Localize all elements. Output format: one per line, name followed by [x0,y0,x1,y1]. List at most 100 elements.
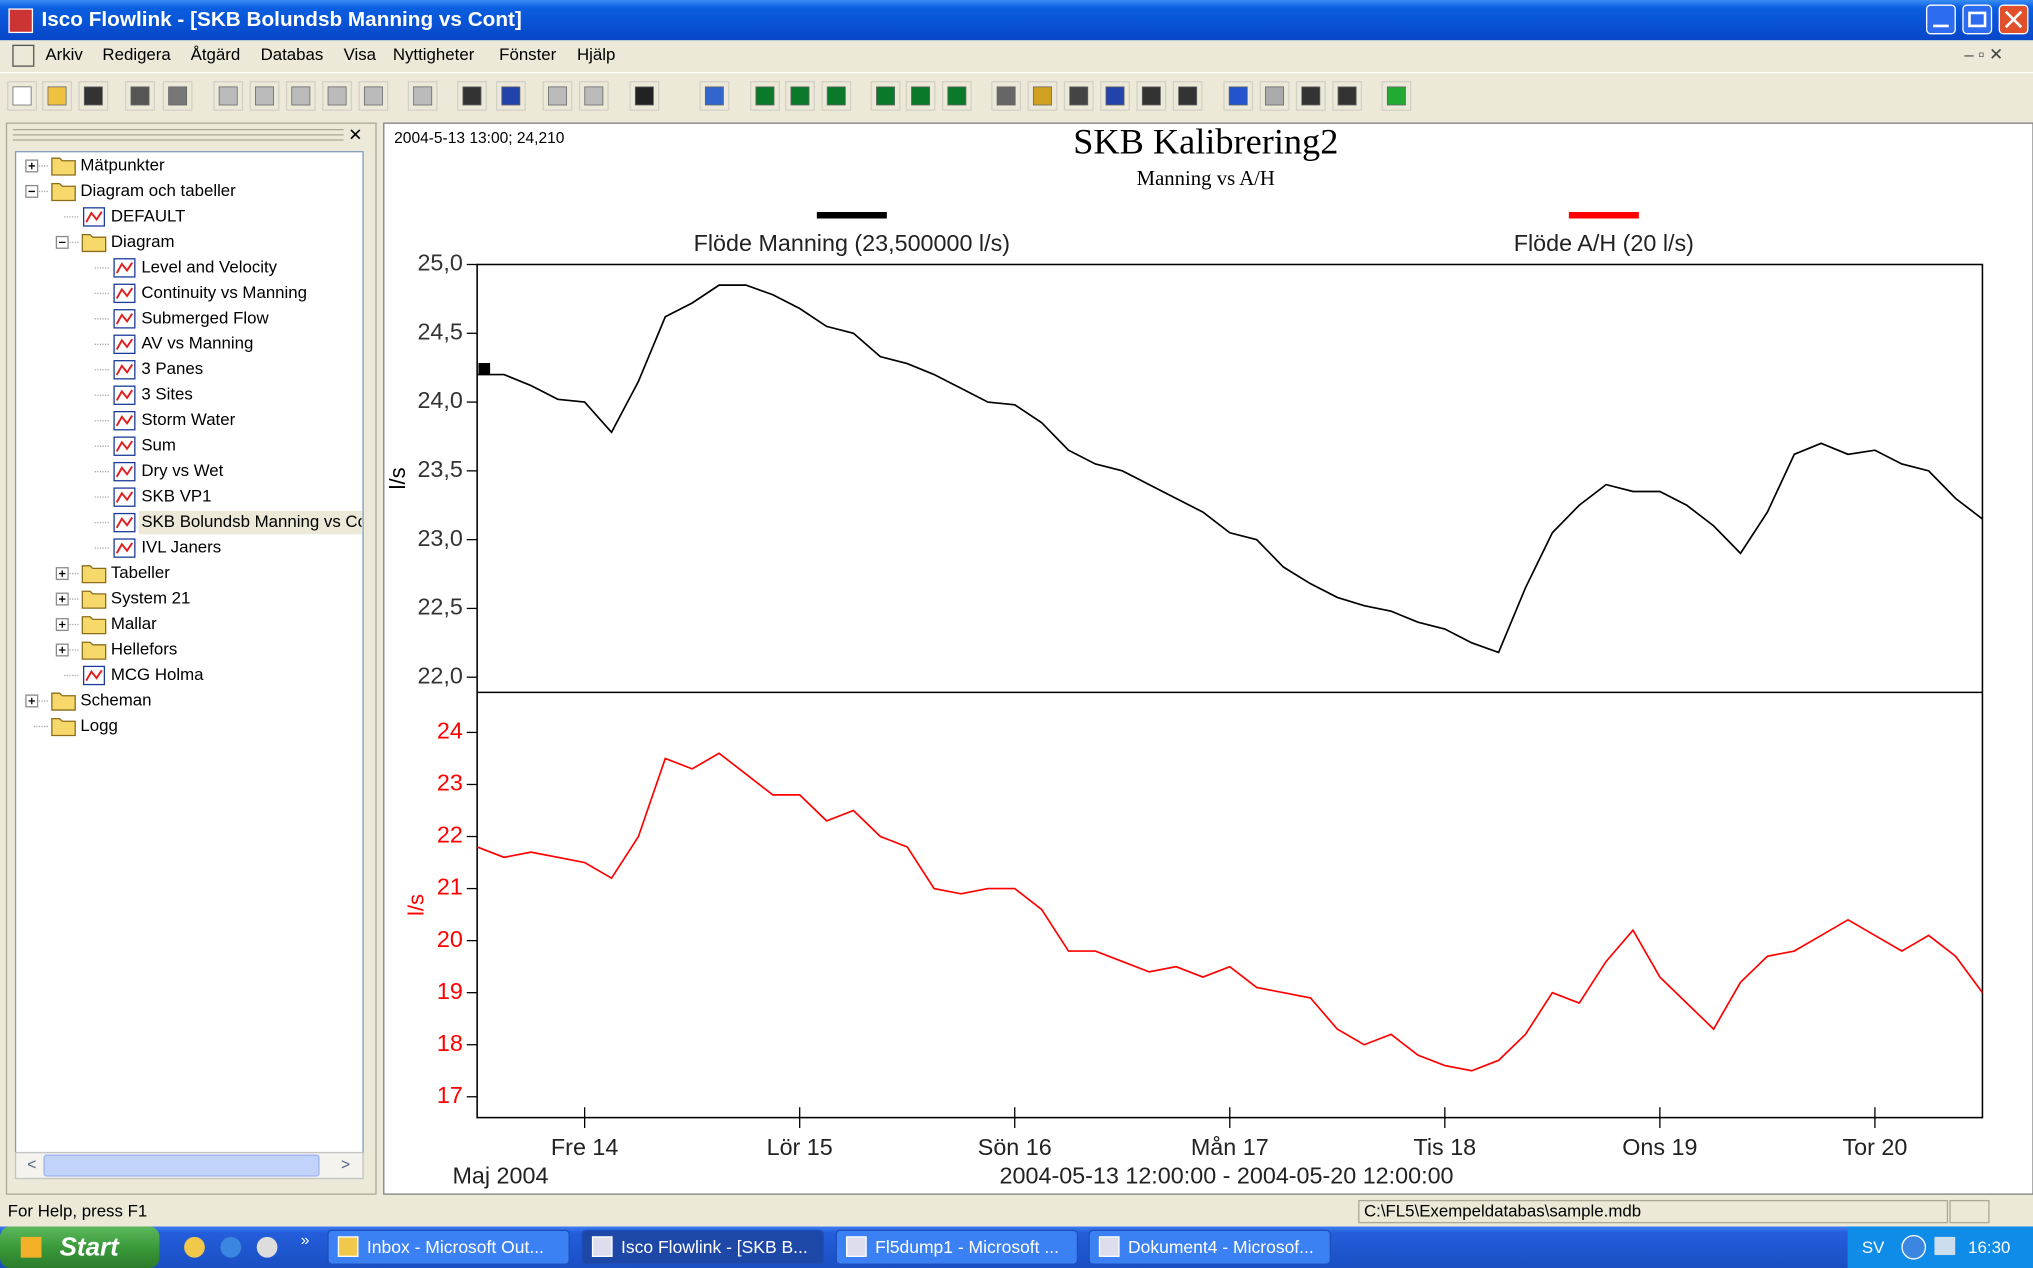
tree-item[interactable]: SKB Bolundsb Manning vs Cont [141,512,381,531]
tree-item[interactable]: System 21 [111,589,191,608]
tree-item[interactable]: MCG Holma [111,665,204,684]
tree-item[interactable]: Scheman [80,690,151,709]
chart-icon-line [115,262,134,274]
toolbar-button[interactable] [629,81,660,111]
chart-header: 2004-5-13 13:00; 24,210 [394,130,565,147]
toolbar-button[interactable] [821,81,852,111]
toolbar [7,81,1412,111]
toolbar-icon [363,86,383,106]
tree-item[interactable]: SKB VP1 [141,487,211,506]
toolbar-icon [911,86,931,106]
tree-item[interactable]: Diagram [111,232,175,251]
task-button[interactable] [1088,1229,1331,1265]
tree-item[interactable]: Level and Velocity [141,257,277,276]
quick-launch-more[interactable]: » [301,1232,310,1249]
window-title: Isco Flowlink - [SKB Bolundsb Manning vs… [41,8,521,31]
status-pane [1949,1199,1990,1224]
y-tick-label: 24,0 [417,387,462,413]
tree-item[interactable]: Continuity vs Manning [141,283,307,302]
restore-button[interactable] [1962,4,1993,35]
y-tick-label: 22 [437,822,463,848]
toolbar-button[interactable] [285,81,316,111]
x-tick-label: Fre 14 [551,1134,618,1160]
toolbar-button[interactable] [42,81,72,111]
menu-item[interactable]: Åtgärd [191,45,241,64]
chart-icon-line [115,338,134,350]
minimize-button[interactable] [1926,4,1956,35]
panel-close[interactable]: ✕ [348,126,362,145]
toolbar-icon [130,86,150,106]
x-tick-label: Tor 20 [1842,1134,1907,1160]
tree-item[interactable]: 3 Sites [141,385,193,404]
quick-launch[interactable] [220,1236,242,1258]
menu-item[interactable]: Databas [261,45,324,64]
tree-item[interactable]: DEFAULT [111,206,186,225]
toolbar-button[interactable] [1063,81,1094,111]
quick-launch[interactable] [256,1236,278,1258]
x-tick-label: Ons 19 [1622,1134,1697,1160]
tree-item[interactable]: Mallar [111,614,157,633]
tree-item[interactable]: Diagram och tabeller [80,181,236,200]
task-label: Dokument4 - Microsof... [1128,1237,1314,1257]
x-tick-label: Sön 16 [978,1134,1052,1160]
scroll-right[interactable]: > [341,1157,350,1174]
folder-icon [81,616,107,635]
tree-item[interactable]: Dry vs Wet [141,461,223,480]
language: SV [1862,1238,1885,1257]
expander-glyph [58,570,66,577]
chart-icon-line [115,465,134,478]
toolbar-button[interactable] [1136,81,1167,111]
toolbar-button[interactable] [785,81,815,111]
toolbar-button[interactable] [991,81,1022,111]
tree-item[interactable]: Sum [141,436,176,455]
status-bar [0,1197,2033,1226]
task-icon [591,1236,613,1257]
task-icon [846,1236,867,1257]
menu-item[interactable]: Redigera [102,45,171,64]
legend-label: Flöde A/H (20 l/s) [1514,230,1694,256]
toolbar-button[interactable] [1332,81,1363,111]
menu-item[interactable]: Hjälp [577,45,615,64]
tree-item[interactable]: Tabeller [111,563,170,582]
tray-expand[interactable] [1901,1234,1927,1260]
y-tick-label: 24,5 [417,318,462,344]
tree-item[interactable]: Mätpunkter [80,155,165,174]
x-range: 2004-05-13 12:00:00 - 2004-05-20 12:00:0… [1000,1162,1454,1188]
tree-item[interactable]: IVL Janers [141,538,221,557]
tree-item[interactable]: AV vs Manning [141,334,253,353]
tree-item[interactable]: Logg [80,716,117,735]
tree-item[interactable]: Hellefors [111,639,177,658]
chart-icon-line [115,414,134,427]
toolbar-icon [704,86,724,106]
chart-icon-line [115,313,134,325]
scroll-left[interactable]: < [27,1157,36,1174]
task-icon [337,1236,359,1257]
task-label: Fl5dump1 - Microsoft ... [875,1237,1059,1257]
menu-item[interactable]: Visa [344,45,377,64]
toolbar-icon [548,86,567,106]
tree-item[interactable]: Storm Water [141,410,235,429]
scroll-thumb[interactable] [43,1154,320,1177]
toolbar-icon [1105,86,1125,106]
chart-title: SKB Kalibrering2 [1073,122,1338,162]
task-button[interactable] [581,1229,824,1265]
tree-item[interactable]: 3 Panes [141,359,203,378]
menu-item[interactable]: Nyttigheter [393,45,475,64]
x-period: Maj 2004 [452,1162,548,1188]
toolbar-button[interactable] [322,81,353,111]
menu-item[interactable]: Arkiv [45,45,83,64]
x-tick-label: Tis 18 [1413,1134,1476,1160]
menu-item[interactable]: Fönster [499,45,556,64]
task-button[interactable] [327,1229,570,1265]
chart-icon-line [115,389,134,401]
toolbar-icon [947,86,967,106]
quick-launch[interactable] [184,1236,205,1258]
task-button[interactable] [835,1229,1079,1265]
tree-item[interactable]: Submerged Flow [141,308,269,327]
chart-subtitle: Manning vs A/H [1137,168,1275,190]
legend-label: Flöde Manning (23,500000 l/s) [694,230,1010,256]
toolbar-icon [1228,86,1248,106]
mdi-controls[interactable]: – ▫ ✕ [1964,45,2003,64]
y-axis-label: l/s [385,467,410,489]
chart-icon-line [115,491,134,503]
